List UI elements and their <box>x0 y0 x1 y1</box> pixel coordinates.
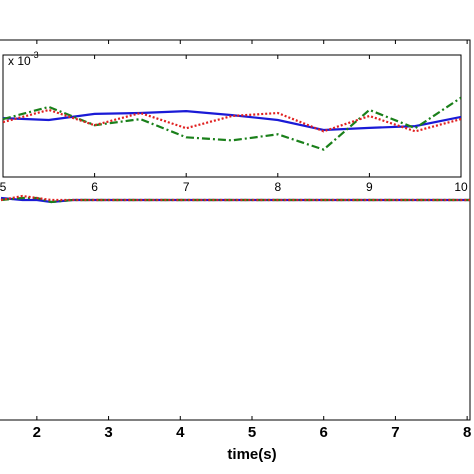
plot-area <box>0 194 470 204</box>
x-tick-label: 8 <box>463 424 471 441</box>
multiplier-exponent: -3 <box>31 50 39 60</box>
x-tick-label: 2 <box>33 424 41 441</box>
x-tick-label: 4 <box>176 424 185 441</box>
x-tick-label: 3 <box>104 424 112 441</box>
plot-area <box>3 96 461 151</box>
x-tick-label: 5 <box>0 180 7 194</box>
x-tick-label: 7 <box>391 424 399 441</box>
series-line <box>0 194 470 202</box>
x-tick-label: 6 <box>91 180 98 194</box>
multiplier: x 10-3 <box>8 50 39 68</box>
x-tick-label: 10 <box>454 180 468 194</box>
x-tick-label: 7 <box>183 180 190 194</box>
x-axis-label: time(s) <box>227 446 276 463</box>
x-tick-label: 6 <box>320 424 328 441</box>
x-tick-label: 8 <box>274 180 281 194</box>
multiplier-base: x 10 <box>8 54 31 68</box>
series-line <box>3 109 461 132</box>
x-tick-label: 9 <box>366 180 373 194</box>
series-line <box>3 96 461 151</box>
x-tick-label: 5 <box>248 424 256 441</box>
